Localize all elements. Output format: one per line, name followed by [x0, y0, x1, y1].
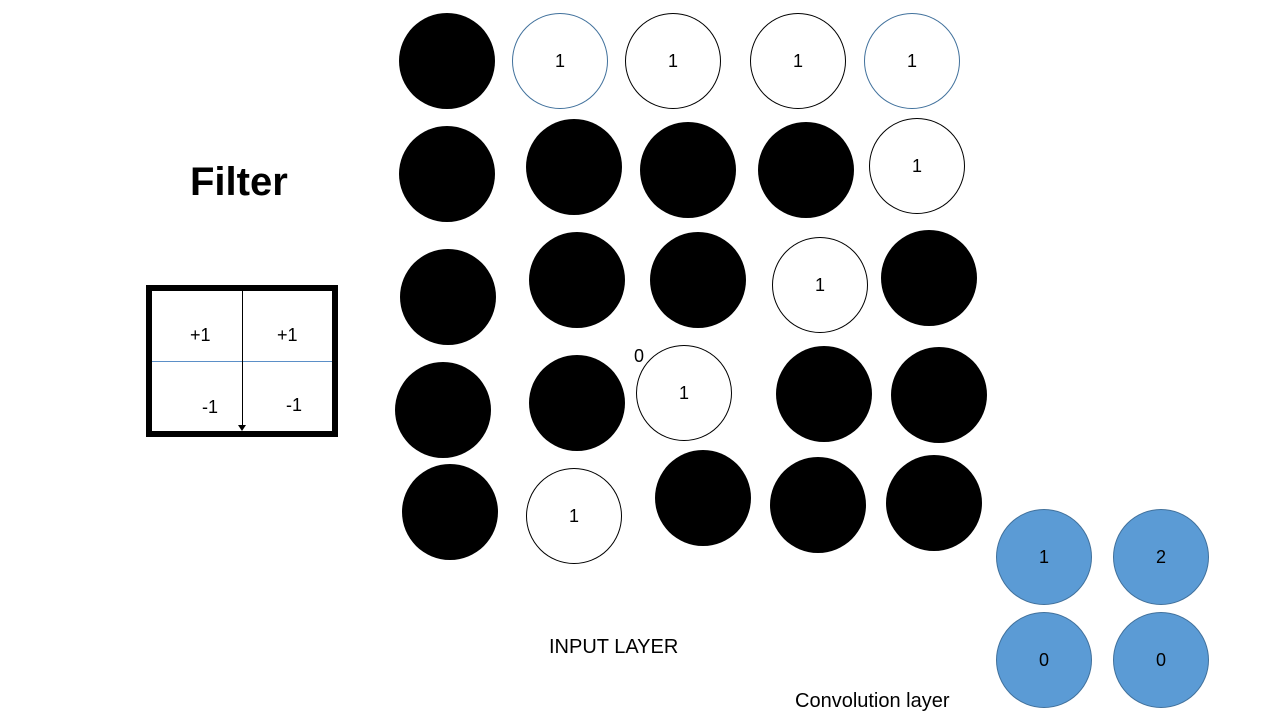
input-layer-label: INPUT LAYER — [549, 636, 679, 658]
filter-cell-top-right: +1 — [277, 325, 298, 345]
input-neuron: 1 — [625, 13, 721, 109]
input-neuron — [399, 126, 495, 222]
filter-cell-bottom-left: -1 — [202, 397, 219, 417]
input-neuron — [758, 122, 854, 218]
input-neuron — [395, 362, 491, 458]
filter-matrix: +1 +1 -1 -1 — [146, 285, 338, 437]
input-neuron: 1 — [750, 13, 846, 109]
convolution-neuron: 0 — [996, 612, 1092, 708]
convolution-neuron: 2 — [1113, 509, 1209, 605]
input-neuron — [891, 347, 987, 443]
input-neuron — [402, 464, 498, 560]
convolution-layer-label: Convolution layer — [795, 690, 950, 712]
input-neuron — [886, 455, 982, 551]
input-neuron — [776, 346, 872, 442]
input-neuron: 1 — [512, 13, 608, 109]
input-neuron: 1 — [636, 345, 732, 441]
filter-cell-top-left: +1 — [190, 325, 211, 345]
input-neuron — [529, 232, 625, 328]
filter-vertical-divider — [242, 291, 243, 429]
filter-cell-bottom-right: -1 — [286, 395, 303, 415]
input-neuron — [399, 13, 495, 109]
input-neuron: 1 — [772, 237, 868, 333]
stray-value-label: 0 — [634, 346, 645, 366]
convolution-neuron: 1 — [996, 509, 1092, 605]
convolution-neuron: 0 — [1113, 612, 1209, 708]
input-neuron — [640, 122, 736, 218]
input-neuron — [526, 119, 622, 215]
input-neuron — [770, 457, 866, 553]
input-neuron — [881, 230, 977, 326]
input-neuron — [655, 450, 751, 546]
input-neuron — [400, 249, 496, 345]
filter-title: Filter — [190, 160, 288, 204]
input-neuron — [529, 355, 625, 451]
input-neuron: 1 — [526, 468, 622, 564]
arrow-down-icon — [238, 425, 246, 431]
input-neuron — [650, 232, 746, 328]
input-neuron: 1 — [864, 13, 960, 109]
input-neuron: 1 — [869, 118, 965, 214]
